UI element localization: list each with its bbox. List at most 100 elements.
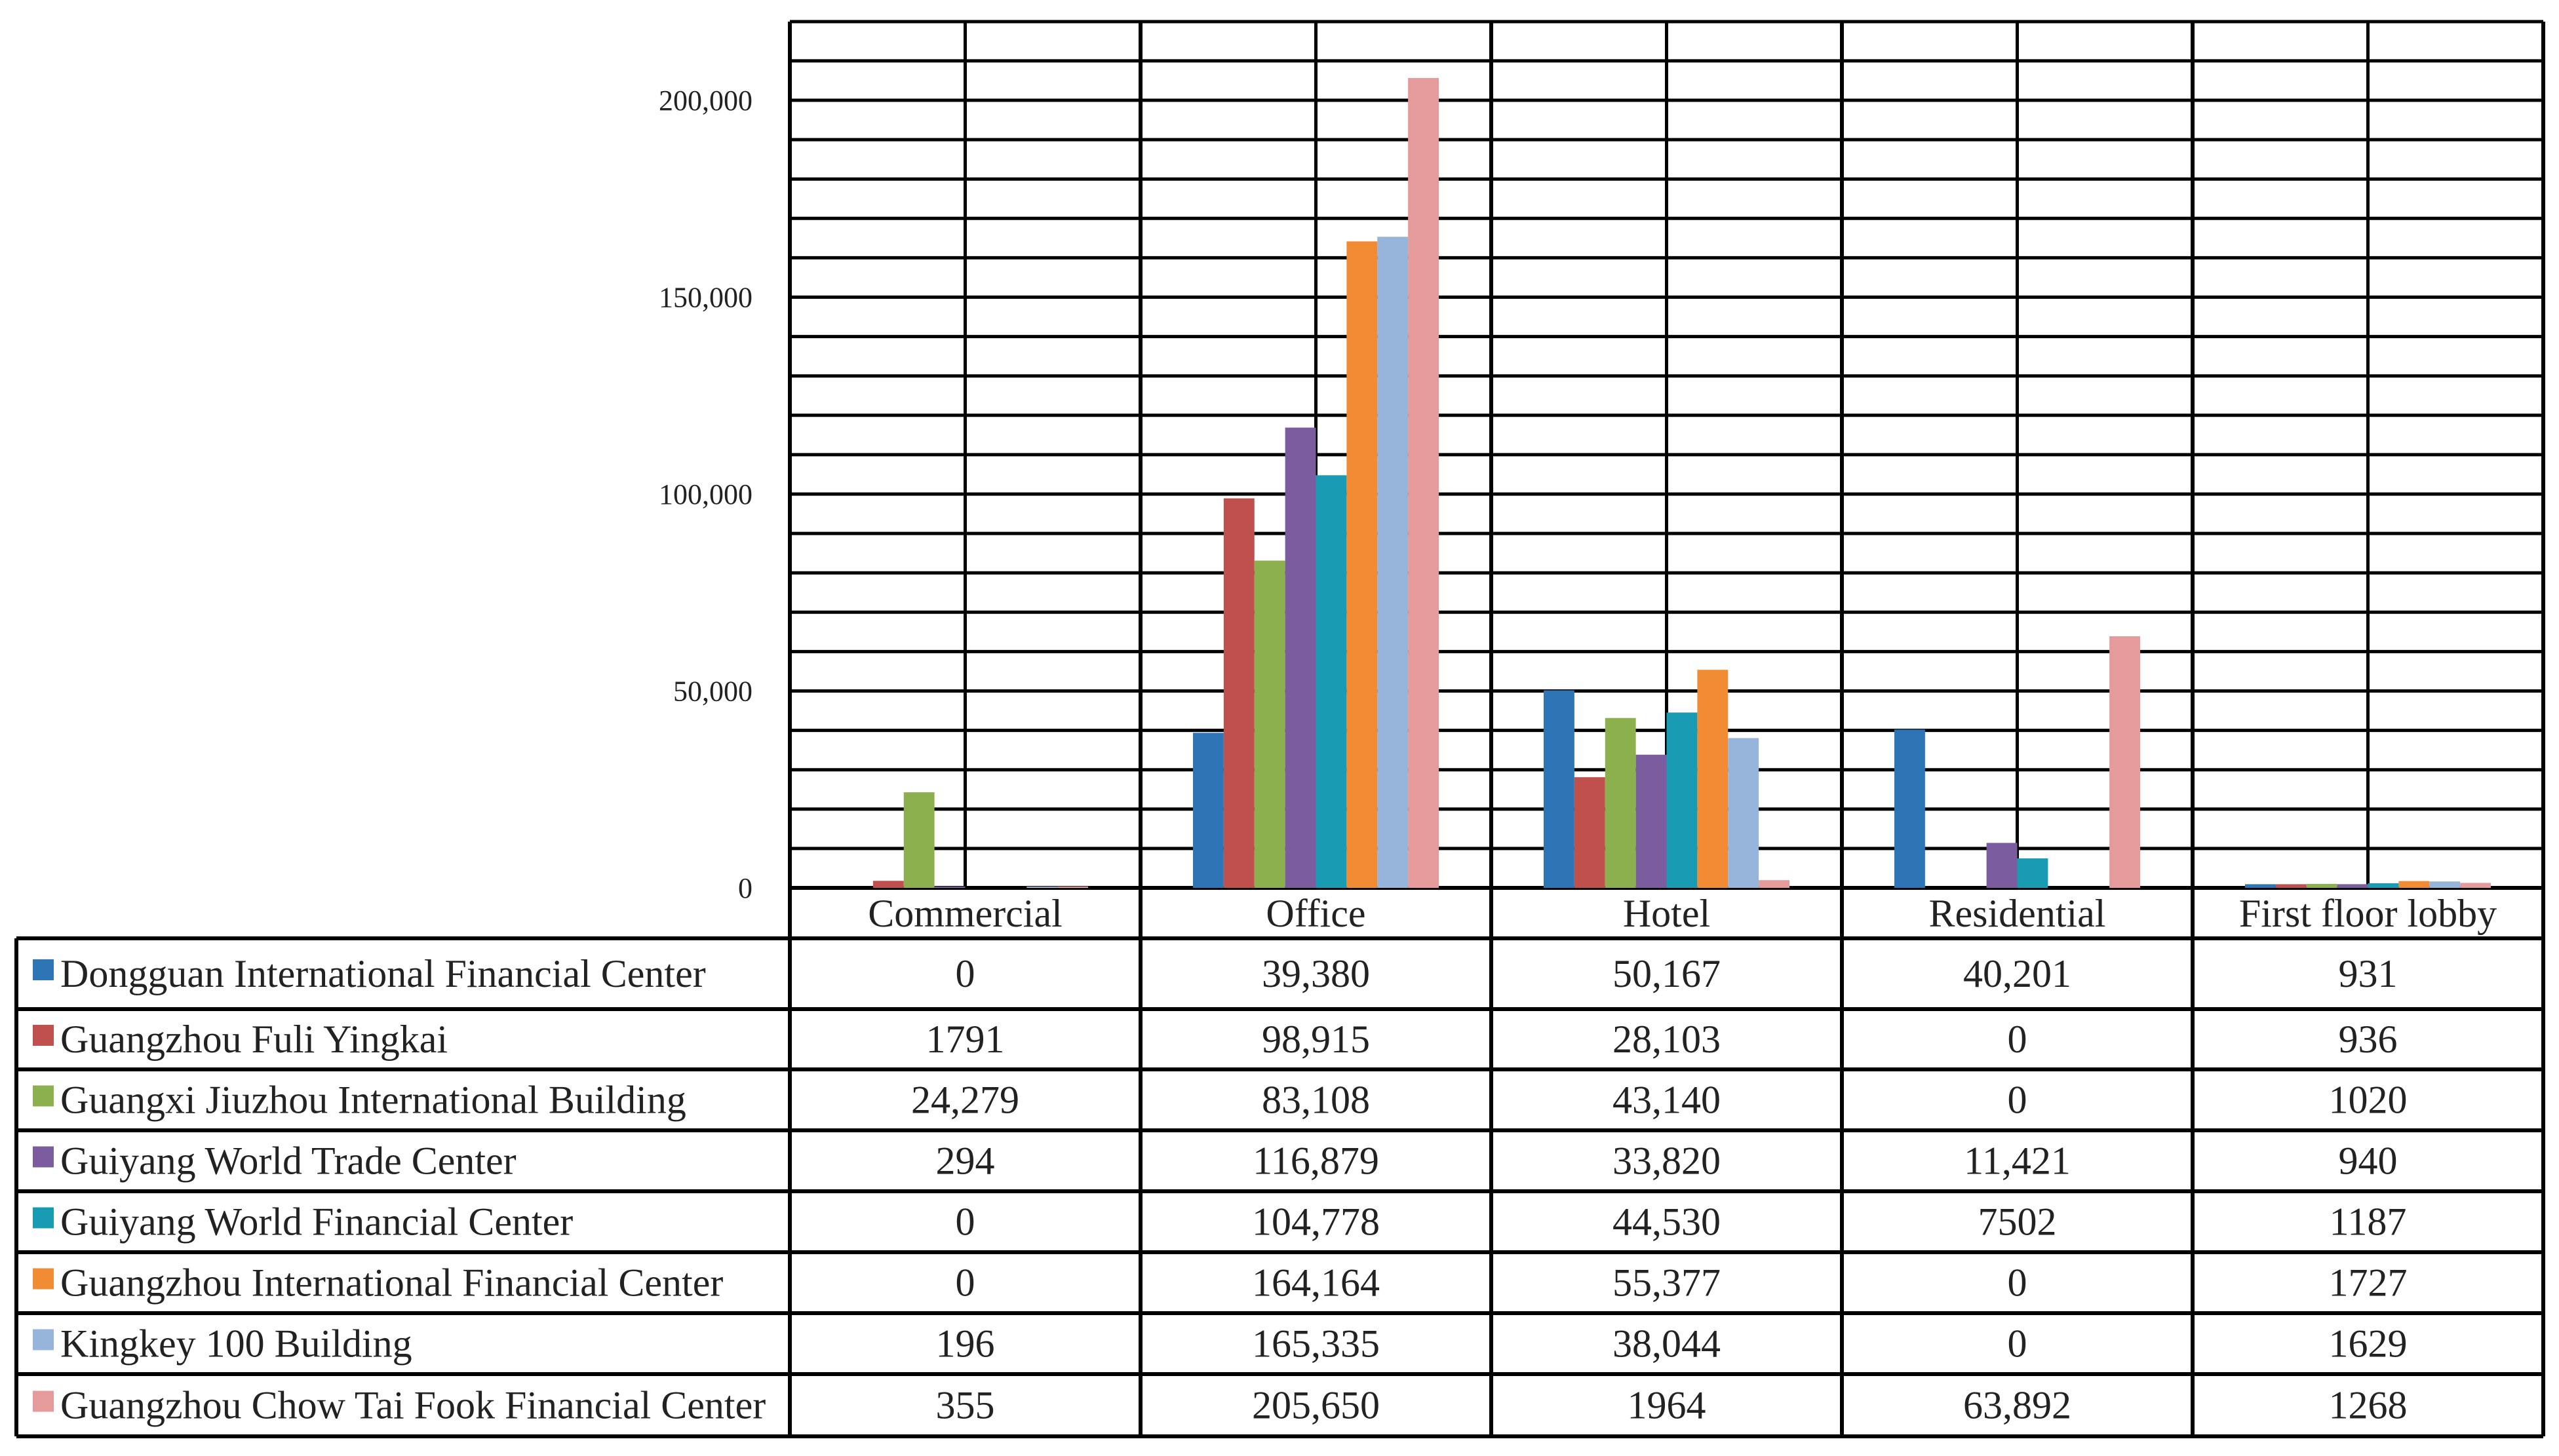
table-cell: 28,103	[1612, 1018, 1721, 1061]
table-cell: 294	[936, 1140, 995, 1183]
legend-label: Kingkey 100 Building	[60, 1322, 412, 1366]
bar	[1408, 78, 1439, 889]
category-label: First floor lobby	[2239, 892, 2497, 935]
table-cell: 0	[956, 1261, 975, 1305]
y-tick-label: 50,000	[673, 676, 752, 708]
table-cell: 98,915	[1262, 1018, 1370, 1061]
legend-label: Dongguan International Financial Center	[60, 952, 706, 995]
bar	[1026, 887, 1058, 888]
category-label: Hotel	[1623, 892, 1710, 935]
gridlines	[788, 22, 2545, 890]
y-tick-label: 150,000	[659, 282, 752, 314]
legend-label: Guiyang World Trade Center	[60, 1140, 517, 1183]
bar	[1728, 738, 1759, 888]
y-tick-label: 100,000	[659, 478, 752, 510]
bar	[1635, 754, 1667, 888]
table-cell: 940	[2339, 1140, 2398, 1183]
table-cell: 1727	[2329, 1261, 2408, 1305]
bars	[872, 78, 2491, 889]
table-cell: 116,879	[1253, 1140, 1379, 1183]
table-cell: 0	[2008, 1322, 2027, 1366]
table-cell: 165,335	[1252, 1322, 1380, 1366]
legend-swatch	[33, 1207, 54, 1229]
bar	[2368, 883, 2399, 888]
table-cell: 355	[936, 1384, 995, 1427]
bar	[2306, 883, 2337, 888]
data-table: Dongguan International Financial Center 0…	[14, 22, 2545, 1438]
legend-label: Guangzhou International Financial Center	[60, 1261, 723, 1305]
bar	[1605, 718, 1636, 888]
bar	[1223, 498, 1255, 888]
bar	[2109, 636, 2140, 888]
legend-label: Guangzhou Fuli Yingkai	[60, 1018, 448, 1061]
bar	[1377, 237, 1409, 888]
table-cell: 55,377	[1612, 1261, 1721, 1305]
table-cell: 931	[2339, 952, 2398, 995]
table-cell: 83,108	[1262, 1079, 1370, 1122]
bar	[1254, 560, 1285, 888]
bar	[1759, 880, 1789, 888]
bar	[1057, 886, 1088, 888]
table-cell: 63,892	[1963, 1384, 2071, 1427]
table-cell: 0	[956, 952, 975, 995]
legend-label: Guangzhou Chow Tai Fook Financial Center	[60, 1384, 766, 1427]
table-cell: 0	[956, 1200, 975, 1244]
table-cell: 1791	[926, 1018, 1005, 1061]
legend-swatch	[33, 1085, 54, 1107]
table-cell: 44,530	[1612, 1200, 1721, 1244]
bar	[2337, 884, 2368, 888]
legend-swatch	[33, 1025, 54, 1046]
table-cell: 39,380	[1262, 952, 1370, 995]
table-cell: 33,820	[1612, 1140, 1721, 1183]
table-cell: 164,164	[1252, 1261, 1380, 1305]
bar	[1574, 777, 1605, 888]
bar	[1697, 670, 1729, 888]
y-tick-label: 0	[738, 872, 752, 904]
bar	[903, 792, 935, 888]
legend-swatch	[33, 1390, 54, 1412]
legend-label: Guiyang World Financial Center	[60, 1200, 573, 1244]
table-cell: 1187	[2330, 1200, 2407, 1244]
bar	[1986, 843, 2018, 888]
bar	[2398, 881, 2430, 888]
table-cell: 0	[2008, 1018, 2027, 1061]
table-cell: 40,201	[1963, 952, 2071, 995]
bar	[872, 881, 904, 888]
y-axis-ticks: 0 50,000 100,000 150,000 200,000	[659, 85, 752, 904]
table-cell: 1629	[2329, 1322, 2408, 1366]
legend-label: Guangxi Jiuzhou International Building	[60, 1079, 686, 1122]
bar	[934, 887, 966, 888]
legend-swatch	[33, 959, 54, 980]
y-tick-label: 200,000	[659, 85, 752, 117]
table-cell: 205,650	[1252, 1384, 1380, 1427]
category-label: Commercial	[868, 892, 1063, 935]
table-cell: 24,279	[911, 1079, 1019, 1122]
bar	[1666, 712, 1698, 888]
bar	[2460, 883, 2491, 888]
table-cell: 1964	[1628, 1384, 1706, 1427]
table-cell: 43,140	[1612, 1079, 1721, 1122]
table-cell: 0	[2008, 1079, 2027, 1122]
bar	[1346, 241, 1378, 888]
legend-swatch	[33, 1146, 54, 1168]
table-cell: 936	[2339, 1018, 2398, 1061]
table-cell: 7502	[1978, 1200, 2057, 1244]
table-cell: 50,167	[1612, 952, 1721, 995]
bar	[1316, 475, 1347, 888]
bar	[1544, 690, 1574, 888]
category-label: Office	[1266, 892, 1365, 935]
category-label: Residential	[1929, 892, 2106, 935]
bar	[1894, 729, 1925, 888]
legend-swatch	[33, 1329, 54, 1351]
category-labels: Commercial Office Hotel Residential First fl…	[790, 892, 2543, 940]
bar	[1193, 733, 1224, 888]
bar	[2017, 858, 2048, 888]
table-cell: 1268	[2329, 1384, 2408, 1427]
table-cell: 1020	[2329, 1079, 2408, 1122]
bar	[2429, 881, 2461, 888]
table-cell: 11,421	[1964, 1140, 2071, 1183]
legend-swatch	[33, 1268, 54, 1290]
table-cell: 196	[936, 1322, 995, 1366]
bar	[1285, 427, 1316, 888]
